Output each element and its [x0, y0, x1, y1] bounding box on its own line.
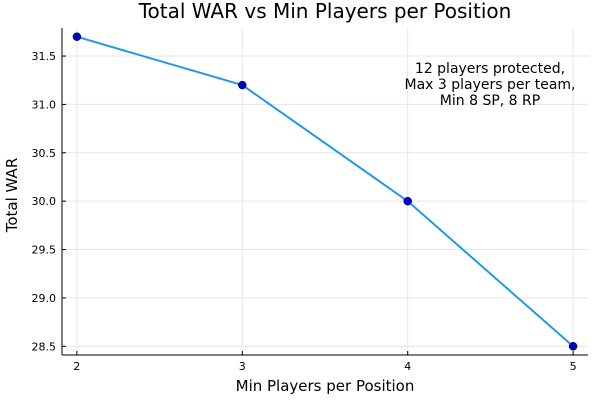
- y-tick-label: 28.5: [32, 340, 57, 353]
- series-layer: [72, 32, 578, 351]
- annotation-line-3: Min 8 SP, 8 RP: [440, 93, 540, 109]
- x-tick-label: 4: [404, 360, 411, 373]
- chart-title: Total WAR vs Min Players per Position: [138, 0, 512, 23]
- data-point: [568, 342, 578, 351]
- y-axis-label: Total WAR: [3, 158, 21, 234]
- y-tick-label: 29.5: [32, 244, 57, 257]
- x-tick-label: 3: [239, 360, 246, 373]
- annotation-line-1: 12 players protected,: [415, 61, 565, 77]
- data-point: [72, 32, 82, 41]
- y-tick-label: 31.5: [32, 50, 57, 63]
- series-line: [76, 35, 574, 348]
- grid: [62, 28, 588, 355]
- data-point: [403, 196, 412, 206]
- y-tick-label: 30.5: [32, 147, 57, 160]
- x-axis-label: Min Players per Position: [236, 377, 415, 395]
- axes: 2 3 4 5 28.5 29.0 29.5 30.0 30.5 31.0 31.5: [32, 28, 588, 373]
- annotation-line-2: Max 3 players per team,: [405, 77, 576, 93]
- annotation: 12 players protected, Max 3 players per …: [405, 61, 576, 109]
- x-tick-label: 2: [73, 360, 80, 373]
- y-tick-label: 30.0: [32, 195, 57, 208]
- y-tick-label: 31.0: [32, 98, 57, 111]
- x-tick-label: 5: [570, 360, 577, 373]
- data-point: [238, 80, 247, 90]
- y-tick-label: 29.0: [32, 292, 57, 305]
